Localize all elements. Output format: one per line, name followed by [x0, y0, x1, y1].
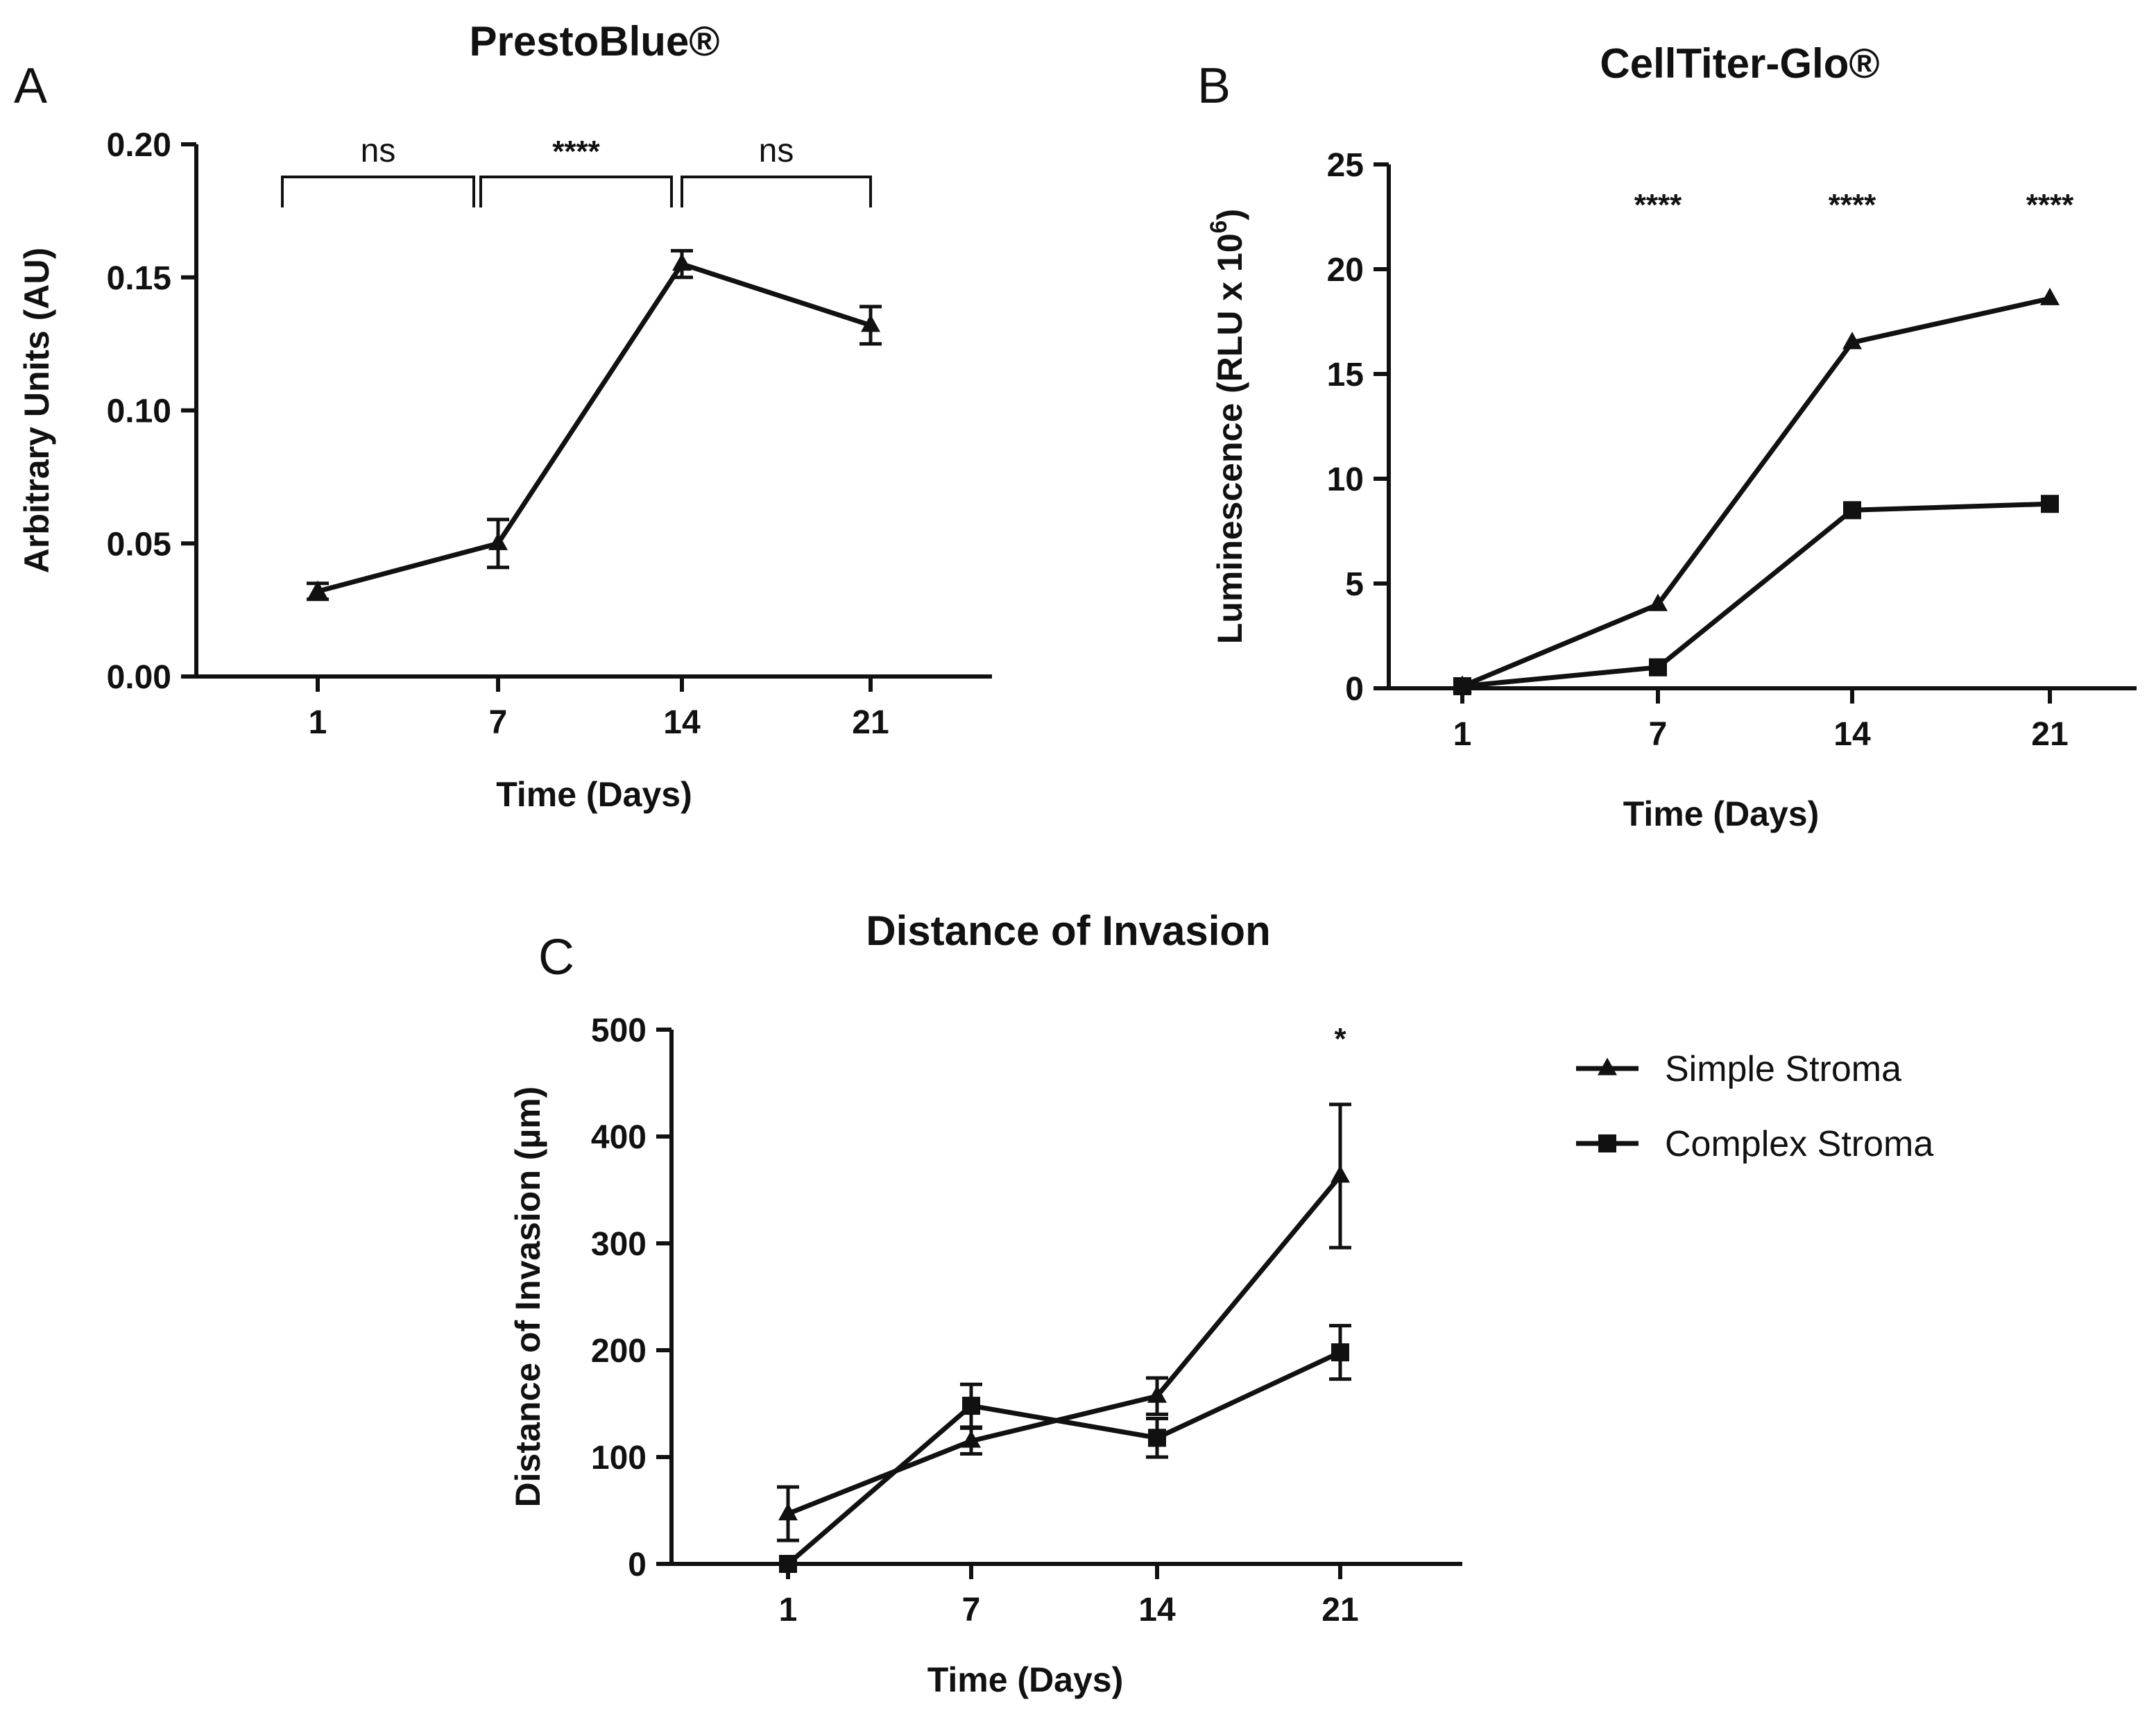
y-tick-label: 400 — [591, 1119, 647, 1156]
data-point — [1148, 1429, 1166, 1447]
panel-c: C Distance of Invasion 0 100 200 300 400 500 1 7 1… — [508, 908, 1462, 1699]
significance-label: **** — [1829, 188, 1876, 222]
panel-b: B CellTiter-Glo® 0 5 10 15 20 25 1 7 14 21 Time (Day… — [1197, 40, 2137, 833]
data-point — [779, 1555, 797, 1573]
y-tick-label: 20 — [1327, 252, 1364, 289]
legend-marker — [1598, 1057, 1617, 1075]
x-tick-label: 7 — [962, 1592, 981, 1628]
data-point — [1648, 593, 1668, 611]
significance-bracket — [479, 176, 673, 207]
significance-label: **** — [1634, 188, 1682, 222]
y-axis-label: Arbitrary Units (AU) — [17, 248, 56, 573]
y-tick-label: 5 — [1345, 566, 1364, 603]
x-tick-label: 21 — [852, 704, 889, 741]
y-axis-label: Luminescence (RLU x 106) — [1206, 209, 1249, 644]
data-point — [488, 532, 508, 550]
legend: Simple Stroma Complex Stroma — [1576, 1049, 1933, 1164]
y-tick-label: 0 — [628, 1547, 647, 1583]
significance-label: ns — [759, 133, 794, 169]
significance-label: ns — [361, 133, 396, 169]
panel-letter: B — [1197, 58, 1231, 114]
y-axis-label-main: Arbitrary Units (AU) — [17, 248, 56, 573]
panel-a: A PrestoBlue® 0.00 0.05 0.10 0.15 0.20 1 7 14 21 Ti… — [14, 18, 992, 814]
legend-label: Simple Stroma — [1665, 1049, 1901, 1089]
x-tick-label: 21 — [2031, 716, 2068, 753]
x-tick-label: 14 — [663, 704, 701, 741]
y-axis-label-superscript: 6 — [1206, 220, 1232, 233]
data-point — [2041, 495, 2059, 513]
legend-marker — [1598, 1134, 1616, 1152]
legend-item: Complex Stroma — [1576, 1124, 1933, 1164]
data-point — [1453, 676, 1471, 695]
significance-label: **** — [552, 135, 600, 169]
significance-label: * — [1334, 1022, 1346, 1056]
chart-title: Distance of Invasion — [866, 908, 1270, 954]
data-point — [1842, 332, 1862, 350]
x-tick-label: 14 — [1138, 1592, 1176, 1628]
y-tick-label: 100 — [591, 1440, 647, 1476]
data-point — [1331, 1343, 1349, 1362]
y-tick-label: 0.05 — [107, 526, 171, 563]
y-axis-label: Distance of Invasion (µm) — [508, 1087, 547, 1508]
data-point — [1331, 1165, 1350, 1183]
data-point — [861, 314, 880, 332]
x-tick-label: 7 — [489, 704, 508, 741]
data-point — [962, 1397, 980, 1415]
series-line — [1462, 501, 2051, 689]
y-tick-label: 0.15 — [107, 260, 171, 297]
series-line — [1461, 296, 2051, 689]
x-axis-label: Time (Days) — [1623, 794, 1820, 833]
y-tick-label: 25 — [1327, 147, 1364, 184]
series-line — [786, 1350, 1342, 1566]
x-axis-label: Time (Days) — [496, 775, 692, 814]
legend-item: Simple Stroma — [1576, 1049, 1901, 1089]
y-tick-label: 0.10 — [107, 393, 171, 430]
data-point — [308, 580, 327, 598]
y-tick-label: 10 — [1327, 461, 1364, 498]
legend-label: Complex Stroma — [1665, 1124, 1933, 1164]
data-point — [1649, 658, 1667, 676]
x-tick-label: 1 — [309, 704, 327, 741]
x-tick-label: 1 — [779, 1592, 798, 1628]
panel-letter: A — [14, 58, 47, 114]
y-tick-label: 500 — [591, 1012, 647, 1049]
x-tick-label: 7 — [1649, 716, 1668, 753]
y-axis-label-main: Luminescence (RLU x 10 — [1210, 233, 1249, 644]
series-line — [317, 262, 872, 594]
y-tick-label: 15 — [1327, 357, 1364, 393]
y-tick-label: 0.00 — [107, 659, 171, 696]
chart-title: CellTiter-Glo® — [1600, 40, 1879, 87]
y-axis-label-main: Distance of Invasion (µm) — [508, 1087, 547, 1508]
x-tick-label: 1 — [1453, 716, 1472, 753]
significance-label: **** — [2026, 188, 2074, 222]
data-point — [2040, 287, 2060, 305]
x-tick-label: 14 — [1833, 716, 1871, 753]
x-axis-label: Time (Days) — [927, 1660, 1124, 1699]
y-tick-label: 0 — [1345, 671, 1364, 708]
significance-bracket — [281, 176, 475, 207]
data-point — [778, 1502, 798, 1521]
chart-title: PrestoBlue® — [470, 18, 720, 65]
panel-letter: C — [538, 930, 574, 985]
y-tick-label: 300 — [591, 1226, 647, 1263]
data-point — [672, 253, 692, 271]
data-point — [1843, 501, 1861, 520]
series-line — [787, 1174, 1342, 1516]
data-point — [1147, 1385, 1167, 1403]
data-point — [961, 1430, 981, 1448]
significance-bracket — [681, 176, 872, 207]
y-tick-label: 0.20 — [107, 127, 171, 164]
y-axis-label-close: ) — [1210, 209, 1249, 221]
x-tick-label: 21 — [1321, 1592, 1358, 1628]
y-tick-label: 200 — [591, 1333, 647, 1370]
